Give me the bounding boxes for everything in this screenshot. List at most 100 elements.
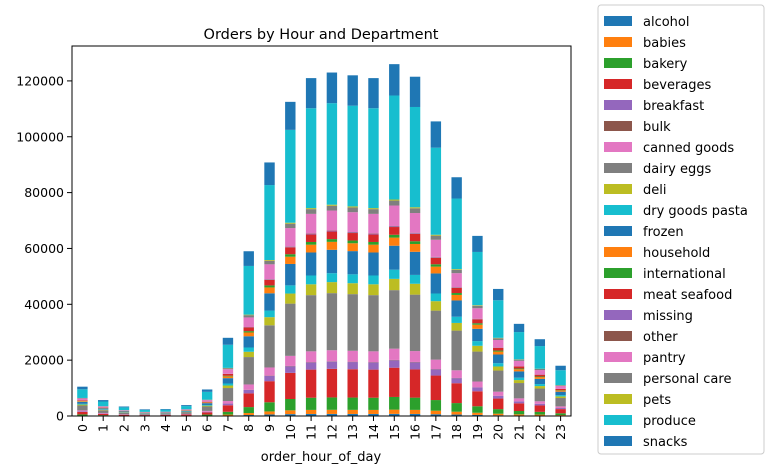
bar-segment (555, 389, 566, 391)
bar-segment (264, 310, 275, 318)
bar-segment (389, 226, 400, 228)
bar-segment (326, 239, 338, 242)
bar-segment (264, 285, 275, 288)
bar-segment (368, 233, 379, 235)
y-tick-label: 80000 (24, 185, 64, 200)
bar-segment (305, 397, 317, 410)
bar-segment (555, 370, 566, 386)
bar-segment (472, 319, 483, 324)
x-axis-label: order_hour_of_day (261, 450, 382, 465)
bar-segment (264, 375, 275, 382)
bar-segment (389, 367, 400, 397)
legend-swatch (604, 415, 632, 425)
bar-segment (305, 234, 317, 242)
bar-segment (513, 383, 525, 399)
bar-segment (534, 374, 546, 377)
legend-label: bakery (643, 57, 688, 72)
bar-segment (430, 147, 442, 235)
bar-segment (243, 314, 254, 316)
bar-segment (389, 413, 400, 416)
y-tick-label: 40000 (24, 297, 64, 312)
bar-segment (409, 351, 421, 362)
bar-segment (451, 293, 462, 295)
bar-segment (326, 413, 338, 416)
bar-segment (472, 406, 483, 413)
bar-segment (243, 384, 254, 390)
x-tick-label: 3 (137, 424, 152, 432)
bar-segment (409, 208, 421, 214)
bar-segment (285, 254, 296, 257)
x-tick-label: 5 (179, 424, 194, 432)
bar-segment (368, 409, 379, 414)
legend-label: other (643, 330, 678, 345)
bar-segment (160, 409, 171, 412)
bar-segment (222, 337, 234, 345)
bar-segment (534, 403, 546, 406)
bar-segment (513, 401, 525, 404)
legend-label: personal care (643, 372, 731, 387)
bar-segment (472, 345, 483, 352)
bar-segment (264, 381, 275, 403)
legend-swatch (604, 289, 632, 299)
bar-segment (368, 284, 379, 296)
bar-segment (222, 374, 234, 376)
bar-segment (201, 404, 213, 406)
bar-segment (326, 210, 338, 231)
x-tick-label: 23 (553, 424, 568, 440)
legend-swatch (604, 37, 632, 47)
bar-segment (513, 403, 525, 412)
bar-segment (201, 389, 213, 392)
y-tick-label: 120000 (16, 73, 64, 88)
bar-segment (534, 411, 546, 415)
bar-segment (368, 208, 379, 210)
bar-segment (77, 386, 88, 390)
bar-segment (513, 380, 525, 384)
bar-segment (181, 406, 192, 410)
legend: alcohol babies bakery beverages breakfast bul… (597, 4, 765, 455)
bar-segment (222, 414, 234, 416)
bar-segment (77, 389, 88, 398)
bar-segment (493, 370, 504, 392)
bar-segment (326, 103, 338, 205)
bar-segment (534, 346, 546, 369)
bar-segment (222, 368, 234, 370)
bar-segment (222, 378, 234, 384)
bar-segment (451, 322, 462, 331)
bar-segment (243, 317, 254, 328)
bar-segment (451, 370, 462, 378)
bar-segment (368, 413, 379, 416)
legend-label: beverages (643, 78, 712, 93)
bar-segment (201, 412, 213, 415)
bar-segment (201, 401, 213, 403)
bar-segment (181, 405, 192, 407)
bar-segment (493, 338, 504, 340)
bar-segment (389, 269, 400, 279)
bar-segment (264, 264, 275, 280)
x-tick-label: 9 (262, 424, 277, 432)
bar-segment (97, 401, 109, 407)
bar-segment (389, 360, 400, 368)
bar-segment (264, 260, 275, 261)
bar-segment (139, 415, 150, 416)
bar-segment (368, 241, 379, 245)
bar-segment (347, 409, 358, 414)
bar-segment (264, 414, 275, 416)
legend-swatch (604, 16, 632, 26)
bar-segment (472, 324, 483, 329)
bar-segment (409, 413, 421, 416)
bar-segment (534, 386, 546, 389)
bar-segment (409, 294, 421, 352)
bar-segment (326, 204, 338, 206)
legend-label: dry goods pasta (643, 204, 748, 219)
bar-segment (389, 95, 400, 200)
bar-segment (409, 213, 421, 233)
bar-segment (181, 412, 192, 414)
bar-segment (347, 212, 358, 233)
bar-segment (264, 260, 275, 265)
bar-segment (409, 207, 421, 209)
bar-segment (513, 414, 525, 416)
bar-segment (513, 368, 525, 370)
bar-segment (222, 375, 234, 377)
x-tick-label: 2 (116, 424, 131, 432)
